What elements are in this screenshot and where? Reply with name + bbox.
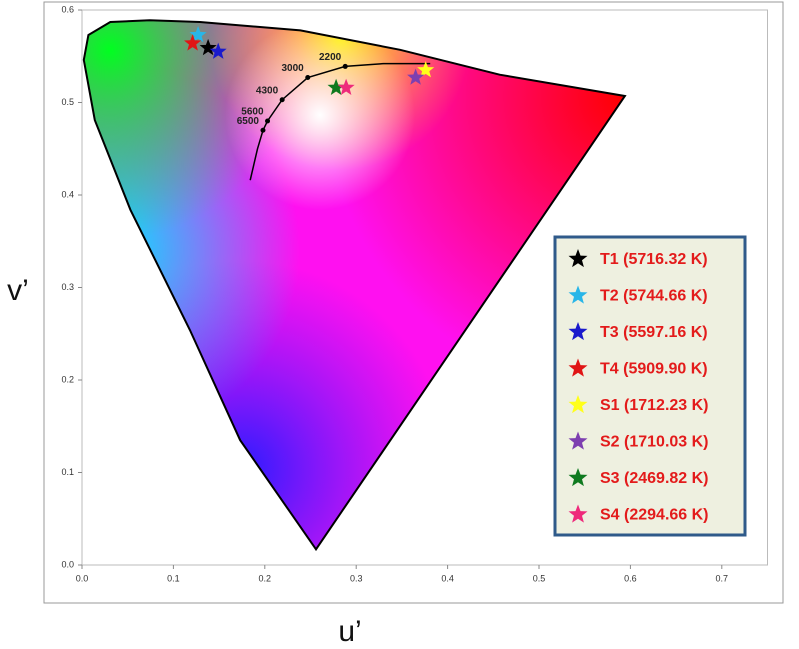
y-tick-label: 0.6	[61, 4, 74, 14]
star-marker	[189, 26, 207, 43]
cct-label: 2200	[319, 52, 342, 63]
legend-marker	[568, 322, 588, 341]
legend-marker	[568, 358, 588, 377]
legend-label: T3 (5597.16 K)	[600, 324, 708, 341]
legend-marker	[568, 395, 588, 414]
x-tick-label: 0.3	[350, 573, 363, 583]
legend-marker	[568, 468, 588, 487]
color-gamut	[83, 20, 625, 550]
legend-box	[553, 235, 747, 537]
y-tick-label: 0.5	[61, 97, 74, 107]
legend-label: S1 (1712.23 K)	[600, 397, 709, 414]
cct-dot	[265, 118, 271, 124]
cct-dot	[342, 63, 348, 69]
star-marker	[327, 78, 345, 95]
y-tick-label: 0.3	[61, 282, 74, 292]
cct-dot	[305, 75, 311, 81]
legend-label: T4 (5909.90 K)	[600, 361, 708, 378]
x-tick-label: 0.0	[76, 573, 89, 583]
legend-label: T1 (5716.32 K)	[600, 251, 708, 268]
legend-label: S4 (2294.66 K)	[600, 507, 709, 524]
y-tick-label: 0.0	[61, 559, 74, 569]
cct-dot	[260, 127, 266, 133]
cct-label: 5600	[241, 107, 264, 118]
legend-marker	[568, 249, 588, 268]
y-tick-label: 0.2	[61, 374, 74, 384]
x-tick-label: 0.2	[259, 573, 272, 583]
star-marker	[199, 38, 217, 56]
legend-label: S2 (1710.03 K)	[600, 434, 709, 451]
star-marker	[337, 78, 355, 95]
star-marker	[209, 42, 227, 59]
y-axis-label: v’	[7, 274, 29, 307]
legend-marker	[568, 431, 588, 450]
cct-label: 3000	[282, 63, 305, 74]
plot-area: 0.0 0.1 0.2 0.3 0.4 0.5 0.6 0.7 0.0 0.1 0.2 0.3 0.4 0…	[61, 4, 768, 583]
legend-label: S3 (2469.82 K)	[600, 470, 709, 487]
outer-frame	[43, 1, 784, 604]
x-tick-label: 0.4	[441, 573, 454, 583]
y-tick-label: 0.4	[61, 189, 74, 199]
cct-dot	[279, 97, 285, 103]
cct-label: 4300	[256, 85, 279, 96]
cct-label: 6500	[237, 116, 260, 127]
legend-marker	[568, 504, 588, 523]
x-tick-label: 0.1	[167, 573, 180, 583]
x-axis-label: u’	[338, 615, 361, 648]
star-marker	[407, 68, 425, 85]
x-tick-label: 0.7	[716, 573, 729, 583]
x-tick-label: 0.6	[624, 573, 637, 583]
legend-label: T2 (5744.66 K)	[600, 288, 708, 305]
spectral-locus	[82, 19, 627, 552]
star-marker	[417, 61, 435, 78]
x-tick-label: 0.5	[533, 573, 546, 583]
y-tick-label: 0.1	[61, 467, 74, 477]
star-marker	[184, 34, 202, 51]
legend-marker	[568, 285, 588, 304]
